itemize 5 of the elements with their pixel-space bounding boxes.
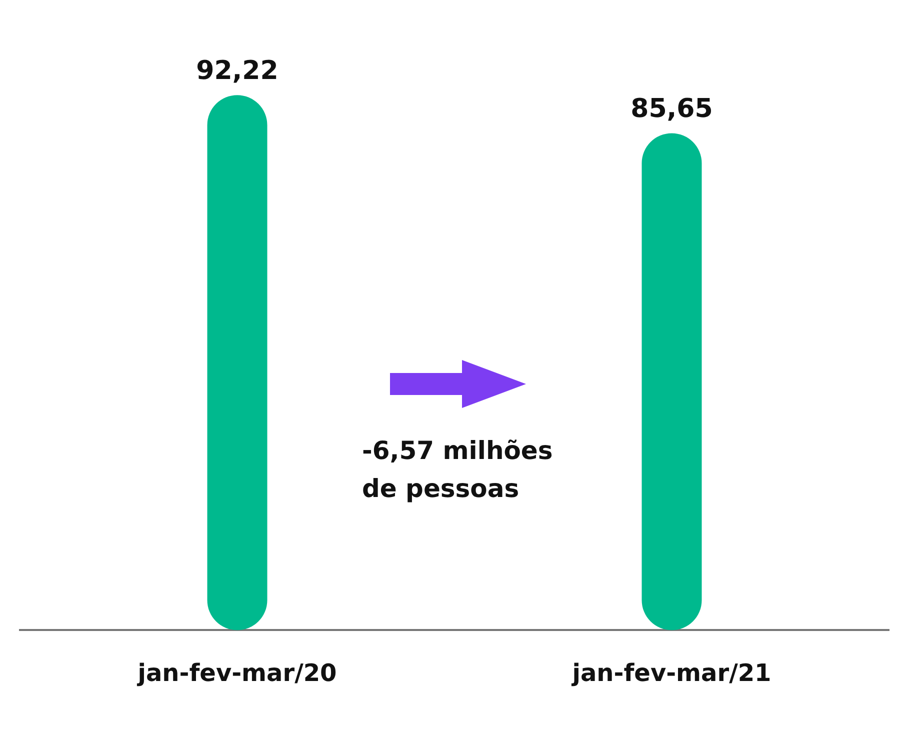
x-tick-label: jan-fev-mar/21 <box>571 658 772 687</box>
data-label: 92,22 <box>196 56 278 86</box>
data-label: 85,65 <box>630 94 713 124</box>
annotation: -6,57 milhões de pessoas <box>362 435 554 505</box>
x-tick-label: jan-fev-mar/20 <box>136 658 337 687</box>
